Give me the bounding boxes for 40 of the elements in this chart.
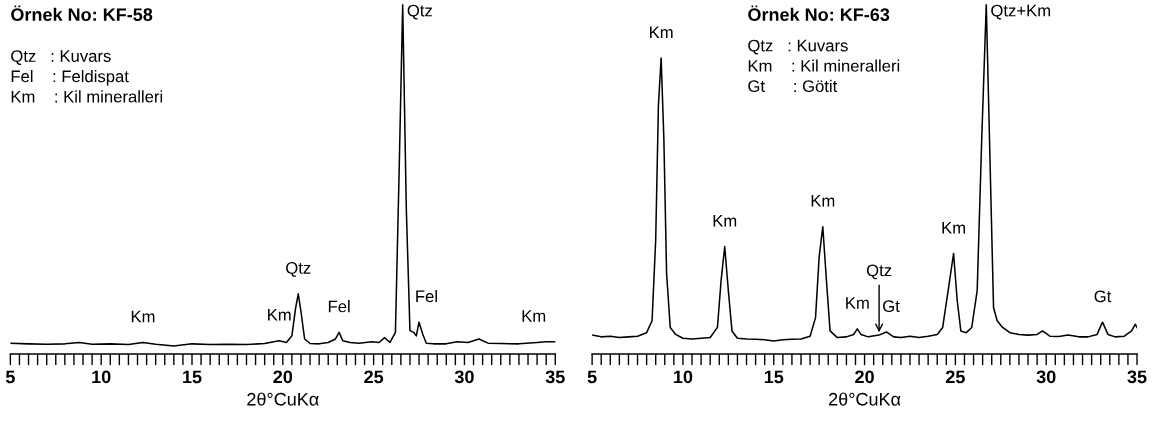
x-tick-label: 5 — [587, 370, 597, 384]
annotation: Gt — [883, 300, 900, 313]
x-tick-label: 25 — [945, 370, 965, 384]
annotation: Km — [846, 297, 869, 309]
annotation: Km : Kil mineralleri — [11, 90, 163, 103]
x-tick-label: 20 — [273, 370, 293, 384]
chart-title: Örnek No: KF-63 — [748, 5, 890, 22]
annotation: Qtz : Kuvars — [748, 39, 848, 55]
annotation: Gt — [1094, 290, 1112, 303]
annotation: Km — [713, 215, 737, 227]
x-axis-title: 2θ°CuKα — [247, 392, 319, 406]
annotation: Km — [268, 309, 291, 321]
annotation: Qtz+Km — [991, 4, 1050, 20]
x-tick-label: 35 — [1127, 370, 1147, 384]
annotation: Qtz — [286, 262, 311, 277]
annotation: Km — [650, 26, 673, 38]
annotation: Km — [942, 222, 965, 234]
annotation: Qtz : Kuvars — [11, 50, 111, 65]
x-tick-label: 30 — [454, 370, 474, 384]
annotation: Km — [522, 310, 546, 322]
annotation: Qtz — [407, 4, 432, 20]
annotation: Fel : Feldispat — [11, 70, 129, 86]
x-tick-label: 30 — [1036, 370, 1056, 384]
annotation: Gt : Götit — [748, 79, 838, 93]
annotation: Qtz — [866, 264, 892, 280]
annotation: Km : Kil mineralleri — [748, 59, 900, 72]
x-tick-label: 10 — [674, 370, 693, 384]
x-tick-label: 10 — [92, 370, 111, 384]
x-tick-label: 15 — [764, 370, 784, 384]
annotation: Km — [131, 310, 155, 323]
x-axis-title: 2θ°CuKα — [829, 392, 901, 406]
annotation: Fel — [416, 289, 437, 303]
x-tick-label: 20 — [855, 370, 874, 384]
x-tick-label: 35 — [545, 370, 565, 384]
x-tick-label: 25 — [364, 370, 384, 384]
annotation: Km — [811, 195, 835, 207]
annotation: Fel — [328, 300, 350, 313]
chart-title: Örnek No: KF-58 — [11, 5, 153, 22]
x-tick-label: 15 — [183, 370, 202, 384]
x-tick-label: 5 — [5, 370, 15, 384]
